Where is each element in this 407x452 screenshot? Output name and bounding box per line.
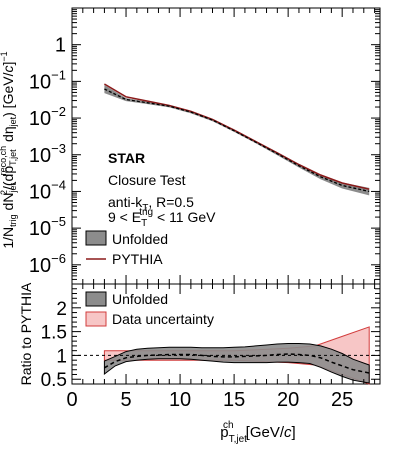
y-tick-label-base: 10 (29, 218, 51, 240)
closure-test-label: Closure Test (108, 172, 186, 188)
algo-text: anti-k (108, 194, 143, 210)
ratio-legend-label-data-uncertainty: Data uncertainty (112, 311, 214, 327)
ratio-legend-swatch-unfolded (85, 291, 107, 307)
ylabel-part: dN (0, 193, 16, 215)
y-tick-label-exponent: −6 (51, 251, 66, 266)
ratio-y-axis-title: Ratio to PYTHIA (18, 282, 34, 385)
y-tick-label: 10−3 (29, 141, 66, 167)
xlabel-subscript: T,jet (229, 434, 248, 445)
trigger-energy-label: 9 < ETtrig < 11 GeV (108, 207, 216, 229)
ylabel-superscript: 2 (0, 190, 9, 195)
ylabel-part: /(dp (0, 166, 16, 190)
ratio-legend-label-unfolded: Unfolded (112, 291, 168, 307)
y-tick-label-exponent: −3 (51, 141, 66, 156)
ratio-y-tick-label: 0.5 (41, 370, 67, 391)
ylabel-subscript: jet (8, 116, 18, 127)
experiment-label: STAR (108, 150, 145, 166)
xlabel-part: [GeV/ (242, 424, 285, 441)
y-tick-label-base: 10 (29, 108, 51, 130)
y-tick-label: 10−4 (29, 177, 66, 203)
x-tick-label: 10 (169, 389, 191, 411)
x-tick-label: 5 (120, 389, 131, 411)
ylabel-part: 1/N (0, 227, 16, 249)
y-tick-label-exponent: −1 (51, 67, 66, 82)
unfolded-central-curve (104, 88, 370, 193)
y-tick-label: 10−2 (29, 104, 66, 130)
y-tick-label: 10−5 (29, 214, 66, 240)
x-axis-title: pT,jet ch [GeV/c] (220, 420, 295, 445)
y-tick-label-exponent: −2 (51, 104, 66, 119)
ratio-y-tick-label: 2 (56, 299, 67, 320)
y-tick-label: 1 (55, 35, 66, 57)
x-tick-label: 25 (331, 389, 353, 411)
algo-text: , R=0.5 (148, 194, 194, 210)
ylabel-part: dη (0, 126, 16, 145)
trigger-text: < 11 GeV (153, 209, 216, 225)
x-tick-label: 0 (66, 389, 77, 411)
xlabel-superscript: ch (223, 420, 234, 431)
legend-label-unfolded: Unfolded (112, 231, 168, 247)
ylabel-part: ] (0, 62, 16, 66)
y-tick-label-base: 1 (55, 35, 66, 57)
ratio-legend-swatch-data-uncertainty (85, 311, 107, 327)
ylabel-subscript: jet (8, 183, 18, 194)
ylabel-superscript: −1 (0, 51, 9, 61)
trigger-subscript: T (141, 218, 147, 229)
algo-subscript: T (142, 203, 148, 214)
x-tick-label: 15 (223, 389, 245, 411)
spectrum-y-axis-title: 1/Ntrig dNjet2/(dpT,jetreco,ch dηjet) [G… (0, 51, 18, 248)
ylabel-superscript: reco,ch (0, 146, 8, 176)
y-tick-label: 10−1 (29, 67, 66, 93)
y-tick-label: 10−6 (29, 251, 66, 277)
y-tick-label-exponent: −4 (51, 177, 66, 192)
trigger-superscript: trig (139, 207, 153, 218)
y-tick-label-base: 10 (29, 181, 51, 203)
unfolded-ratio-band (103, 343, 370, 384)
trigger-text: 9 < E (108, 209, 141, 225)
spectrum-plot-frame (71, 7, 381, 285)
ratio-y-tick-label: 1.5 (41, 323, 67, 344)
y-tick-label-base: 10 (29, 71, 51, 93)
ylabel-subscript: trig (8, 214, 18, 227)
xlabel-part: p (220, 424, 228, 441)
xlabel-unit-c: c (284, 424, 292, 441)
x-tick-label: 20 (277, 389, 299, 411)
ylabel-unit-c: c (0, 66, 16, 73)
ylabel-part: ) [GeV/ (0, 72, 16, 116)
xlabel-part: ] (292, 424, 296, 441)
legend-label-pythia: PYTHIA (112, 251, 163, 267)
ylabel-subscript: T,jet (8, 149, 18, 166)
y-tick-label-base: 10 (29, 145, 51, 167)
unfolded-ratio-central (104, 353, 370, 374)
jet-algorithm-label: anti-kT, R=0.5 (108, 194, 194, 214)
legend-swatch-unfolded (85, 230, 107, 246)
y-tick-label-base: 10 (29, 255, 51, 277)
ratio-y-tick-label: 1 (56, 346, 67, 367)
y-tick-label-exponent: −5 (51, 214, 66, 229)
